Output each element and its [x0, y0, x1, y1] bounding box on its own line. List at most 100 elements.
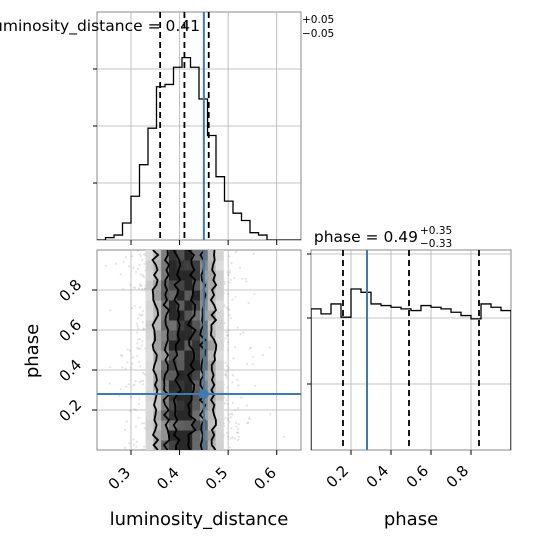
sample-point — [261, 354, 265, 357]
density-cell — [153, 370, 162, 381]
sample-point — [246, 421, 249, 425]
sample-point — [139, 284, 142, 287]
density-cell — [176, 280, 185, 291]
density-cell — [215, 310, 224, 321]
sample-point — [127, 265, 131, 268]
sample-point — [235, 425, 238, 428]
density-cell — [184, 280, 193, 291]
density-cell — [168, 400, 178, 411]
sample-point — [227, 349, 230, 352]
density-cell — [215, 390, 224, 401]
density-cell — [145, 400, 154, 411]
joint-xtick-label-3: 0.6 — [250, 464, 280, 494]
density-cell — [192, 310, 201, 321]
sample-point — [224, 373, 227, 376]
joint-xtick-label-1: 0.4 — [153, 464, 183, 494]
density-cell — [215, 360, 224, 371]
density-cell — [192, 400, 201, 411]
density-cell — [153, 320, 162, 331]
phase-title-text: phase = 0.49 — [314, 228, 418, 246]
x-axis-label-luminosity: luminosity_distance — [110, 509, 289, 530]
density-cell — [153, 400, 162, 411]
density-cell — [153, 390, 162, 401]
sample-point — [125, 420, 128, 423]
sample-point — [239, 333, 242, 336]
density-cell — [192, 270, 201, 281]
density-cell — [145, 410, 154, 421]
sample-point — [224, 416, 227, 419]
density-cell — [168, 340, 178, 351]
density-cell — [145, 250, 154, 261]
sample-point — [115, 262, 118, 265]
density-cell — [153, 380, 162, 391]
density-cell — [192, 360, 201, 371]
contour-line-3 — [186, 250, 197, 450]
sample-point — [228, 269, 232, 272]
density-cell — [161, 390, 170, 401]
density-cell — [145, 420, 154, 431]
density-cell — [215, 380, 224, 391]
density-cell — [153, 430, 162, 441]
sample-point — [129, 283, 132, 287]
density-cell — [192, 250, 201, 261]
joint-2d-xticks: 0.3 0.4 0.5 0.6 — [105, 450, 280, 493]
density-cell — [176, 330, 185, 341]
density-cell — [145, 300, 154, 311]
density-cell — [161, 310, 170, 321]
sample-point — [228, 446, 231, 449]
sample-point — [135, 440, 139, 443]
sample-point — [229, 278, 232, 281]
density-cell — [153, 360, 162, 371]
density-cell — [192, 430, 201, 441]
x-axis-label-phase: phase — [384, 509, 438, 530]
sample-point — [227, 394, 230, 398]
sample-point — [136, 346, 139, 350]
density-cell — [176, 340, 185, 351]
density-cell — [176, 420, 185, 431]
sample-point — [229, 416, 232, 419]
density-cell — [168, 290, 178, 301]
phase-title: phase = 0.49 — [314, 228, 418, 246]
density-cell — [161, 330, 170, 341]
sample-point — [127, 442, 131, 445]
density-cell — [168, 250, 178, 261]
density-cell — [207, 420, 217, 431]
sample-point — [225, 334, 228, 337]
sample-point — [139, 306, 142, 309]
sample-point — [136, 250, 140, 252]
density-cell — [215, 330, 224, 341]
density-cell — [153, 340, 162, 351]
sample-point — [126, 348, 129, 351]
sample-point — [242, 331, 245, 334]
density-cell — [145, 340, 154, 351]
sample-point — [136, 324, 139, 328]
sample-point — [226, 419, 229, 422]
sample-point — [231, 413, 234, 416]
sample-point — [233, 346, 237, 349]
joint-ytick-label-2: 0.6 — [56, 316, 86, 346]
density-cell — [207, 430, 217, 441]
sample-point — [141, 288, 144, 291]
sample-point — [223, 321, 226, 325]
density-cell — [153, 440, 162, 450]
density-cell — [192, 390, 201, 401]
density-cell — [207, 290, 217, 301]
phase-xtick-label-1: 0.4 — [363, 462, 393, 492]
contour-line-1 — [162, 250, 171, 450]
joint-2d-panel: 0.3 0.4 0.5 0.6 0.2 0.4 0.6 0.8 — [56, 249, 302, 493]
density-cell — [161, 300, 170, 311]
density-cell — [215, 340, 224, 351]
sample-point — [128, 349, 131, 352]
density-cell — [192, 370, 201, 381]
density-cell — [184, 300, 193, 311]
sample-point — [268, 346, 271, 349]
sample-point — [230, 427, 233, 430]
sample-point — [225, 374, 228, 377]
sample-point — [142, 275, 145, 278]
phase-xtick-label-3: 0.8 — [443, 462, 473, 492]
density-cell — [161, 260, 170, 271]
density-cell — [153, 300, 162, 311]
sample-point — [228, 313, 231, 317]
sample-point — [118, 394, 121, 397]
sample-point — [133, 383, 136, 386]
